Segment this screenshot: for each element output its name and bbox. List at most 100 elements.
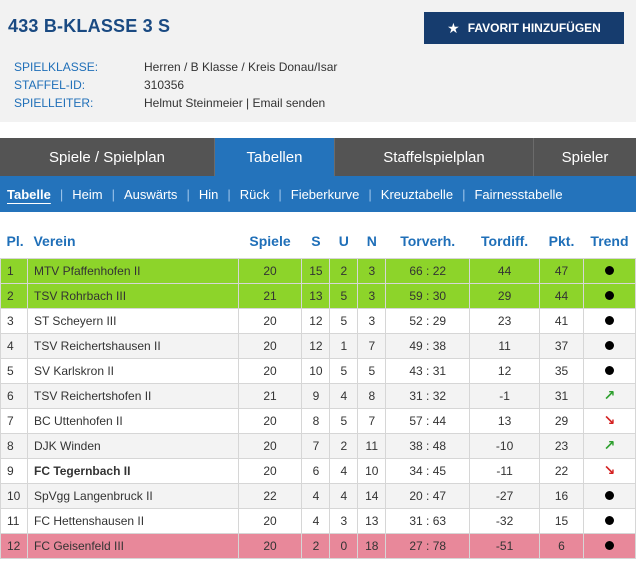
- cell-pl: 3: [0, 307, 28, 334]
- cell-trend: ↗: [582, 432, 637, 459]
- cell-spiele: 20: [237, 307, 303, 334]
- cell-u: 5: [329, 307, 359, 334]
- cell-trend: ↘: [582, 407, 637, 434]
- cell-team[interactable]: TSV Reichertshofen II: [26, 382, 239, 409]
- cell-team[interactable]: TSV Rohrbach III: [26, 282, 239, 309]
- subnav-tabelle[interactable]: Tabelle: [7, 186, 51, 202]
- trend-down-icon: ↘: [603, 412, 616, 428]
- cell-team[interactable]: SV Karlskron II: [26, 357, 239, 384]
- header-s: S: [311, 232, 321, 249]
- cell-team[interactable]: DJK Winden: [26, 432, 239, 459]
- cell-s: 2: [301, 532, 331, 559]
- trend-up-icon: ↗: [603, 437, 616, 453]
- cell-tordiff: -10: [469, 432, 541, 459]
- trend-neutral-icon: [604, 290, 614, 300]
- trend-up-icon: ↗: [603, 387, 616, 403]
- cell-tordiff: 13: [469, 407, 541, 434]
- cell-pkt: 37: [539, 332, 584, 359]
- cell-team[interactable]: FC Tegernbach II: [26, 457, 239, 484]
- cell-team[interactable]: BC Uttenhofen II: [26, 407, 239, 434]
- cell-s: 12: [301, 332, 331, 359]
- cell-team[interactable]: FC Geisenfeld III: [26, 532, 239, 559]
- tab-spieler[interactable]: Spieler: [561, 148, 609, 166]
- cell-pl: 2: [0, 282, 28, 309]
- cell-u: 2: [329, 257, 359, 284]
- cell-spiele: 22: [237, 482, 303, 509]
- subnav-auswaerts[interactable]: Auswärts: [123, 186, 178, 202]
- cell-team[interactable]: SpVgg Langenbruck II: [26, 482, 239, 509]
- cell-s: 6: [301, 457, 331, 484]
- table-row: 6 TSV Reichertshofen II 21 9 4 8 31 : 32 -1 31 ↗: [0, 382, 637, 409]
- cell-team[interactable]: FC Hettenshausen II: [26, 507, 239, 534]
- cell-n: 3: [357, 282, 387, 309]
- table-row: 5 SV Karlskron II 20 10 5 5 43 : 31 12 35: [0, 357, 637, 384]
- cell-n: 13: [357, 507, 387, 534]
- header-spiele: Spiele: [249, 232, 291, 249]
- table-row: 11 FC Hettenshausen II 20 4 3 13 31 : 63 -32 15: [0, 507, 637, 534]
- spielleiter-name: Helmut Steinmeier: [144, 96, 243, 110]
- meta-value: Herren / B Klasse / Kreis Donau/Isar: [144, 60, 338, 74]
- cell-team[interactable]: TSV Reichertshausen II: [26, 332, 239, 359]
- subnav-heim[interactable]: Heim: [72, 186, 103, 202]
- cell-s: 15: [301, 257, 331, 284]
- cell-torverh: 34 : 45: [385, 457, 471, 484]
- cell-torverh: 31 : 63: [385, 507, 471, 534]
- cell-n: 7: [357, 332, 387, 359]
- cell-team[interactable]: ST Scheyern III: [26, 307, 239, 334]
- table-row: 10 SpVgg Langenbruck II 22 4 4 14 20 : 47 -27 16: [0, 482, 637, 509]
- email-link[interactable]: Email senden: [252, 96, 326, 110]
- subnav-rueck[interactable]: Rück: [239, 186, 270, 202]
- cell-u: 4: [329, 382, 359, 409]
- add-favorite-label: FAVORIT HINZUFÜGEN: [467, 21, 601, 35]
- subnav-hin[interactable]: Hin: [198, 186, 219, 202]
- header-n: N: [366, 232, 377, 249]
- cell-s: 12: [301, 307, 331, 334]
- cell-pl: 9: [0, 457, 28, 484]
- cell-tordiff: 12: [469, 357, 541, 384]
- table-subnav: Tabelle | Heim | Auswärts | Hin | Rück | Fieb…: [0, 176, 636, 212]
- cell-tordiff: -11: [469, 457, 541, 484]
- cell-s: 4: [301, 507, 331, 534]
- trend-neutral-icon: [604, 490, 614, 500]
- cell-trend: [582, 532, 637, 559]
- table-row: 2 TSV Rohrbach III 21 13 5 3 59 : 30 29 44: [0, 282, 637, 309]
- cell-trend: ↘: [582, 457, 637, 484]
- add-favorite-button[interactable]: ★ FAVORIT HINZUFÜGEN: [424, 12, 624, 44]
- cell-n: 5: [357, 357, 387, 384]
- star-icon: ★: [447, 19, 460, 36]
- meta-value: 310356: [144, 78, 185, 92]
- cell-n: 18: [357, 532, 387, 559]
- table-row: 8 DJK Winden 20 7 2 11 38 : 48 -10 23 ↗: [0, 432, 637, 459]
- table-row: 12 FC Geisenfeld III 20 2 0 18 27 : 78 -51 6: [0, 532, 637, 559]
- cell-spiele: 20: [237, 357, 303, 384]
- cell-s: 8: [301, 407, 331, 434]
- cell-team[interactable]: MTV Pfaffenhofen II: [26, 257, 239, 284]
- cell-n: 11: [357, 432, 387, 459]
- cell-tordiff: 11: [469, 332, 541, 359]
- subnav-kreuztabelle[interactable]: Kreuztabelle: [380, 186, 454, 202]
- trend-neutral-icon: [604, 340, 614, 350]
- cell-torverh: 66 : 22: [385, 257, 471, 284]
- cell-pl: 4: [0, 332, 28, 359]
- cell-torverh: 31 : 32: [385, 382, 471, 409]
- cell-n: 3: [357, 307, 387, 334]
- subnav-fieberkurve[interactable]: Fieberkurve: [290, 186, 360, 202]
- cell-pl: 7: [0, 407, 28, 434]
- subnav-fairnesstabelle[interactable]: Fairnesstabelle: [474, 186, 563, 202]
- table-row: 7 BC Uttenhofen II 20 8 5 7 57 : 44 13 29 ↘: [0, 407, 637, 434]
- cell-torverh: 27 : 78: [385, 532, 471, 559]
- cell-n: 3: [357, 257, 387, 284]
- cell-tordiff: 44: [469, 257, 541, 284]
- cell-u: 5: [329, 407, 359, 434]
- cell-spiele: 20: [237, 532, 303, 559]
- cell-spiele: 20: [237, 257, 303, 284]
- meta-label: SPIELKLASSE:: [14, 60, 99, 74]
- meta-row-spielleiter: SPIELLEITER: Helmut Steinmeier | Email s…: [14, 94, 337, 112]
- tab-spiele[interactable]: Spiele / Spielplan: [0, 138, 215, 176]
- page-title: 433 B-KLASSE 3 S: [8, 16, 171, 36]
- tab-staffelspielplan[interactable]: Staffelspielplan: [335, 138, 534, 176]
- cell-pkt: 6: [539, 532, 584, 559]
- tab-tabellen[interactable]: Tabellen: [215, 138, 335, 176]
- cell-pl: 12: [0, 532, 28, 559]
- cell-pkt: 41: [539, 307, 584, 334]
